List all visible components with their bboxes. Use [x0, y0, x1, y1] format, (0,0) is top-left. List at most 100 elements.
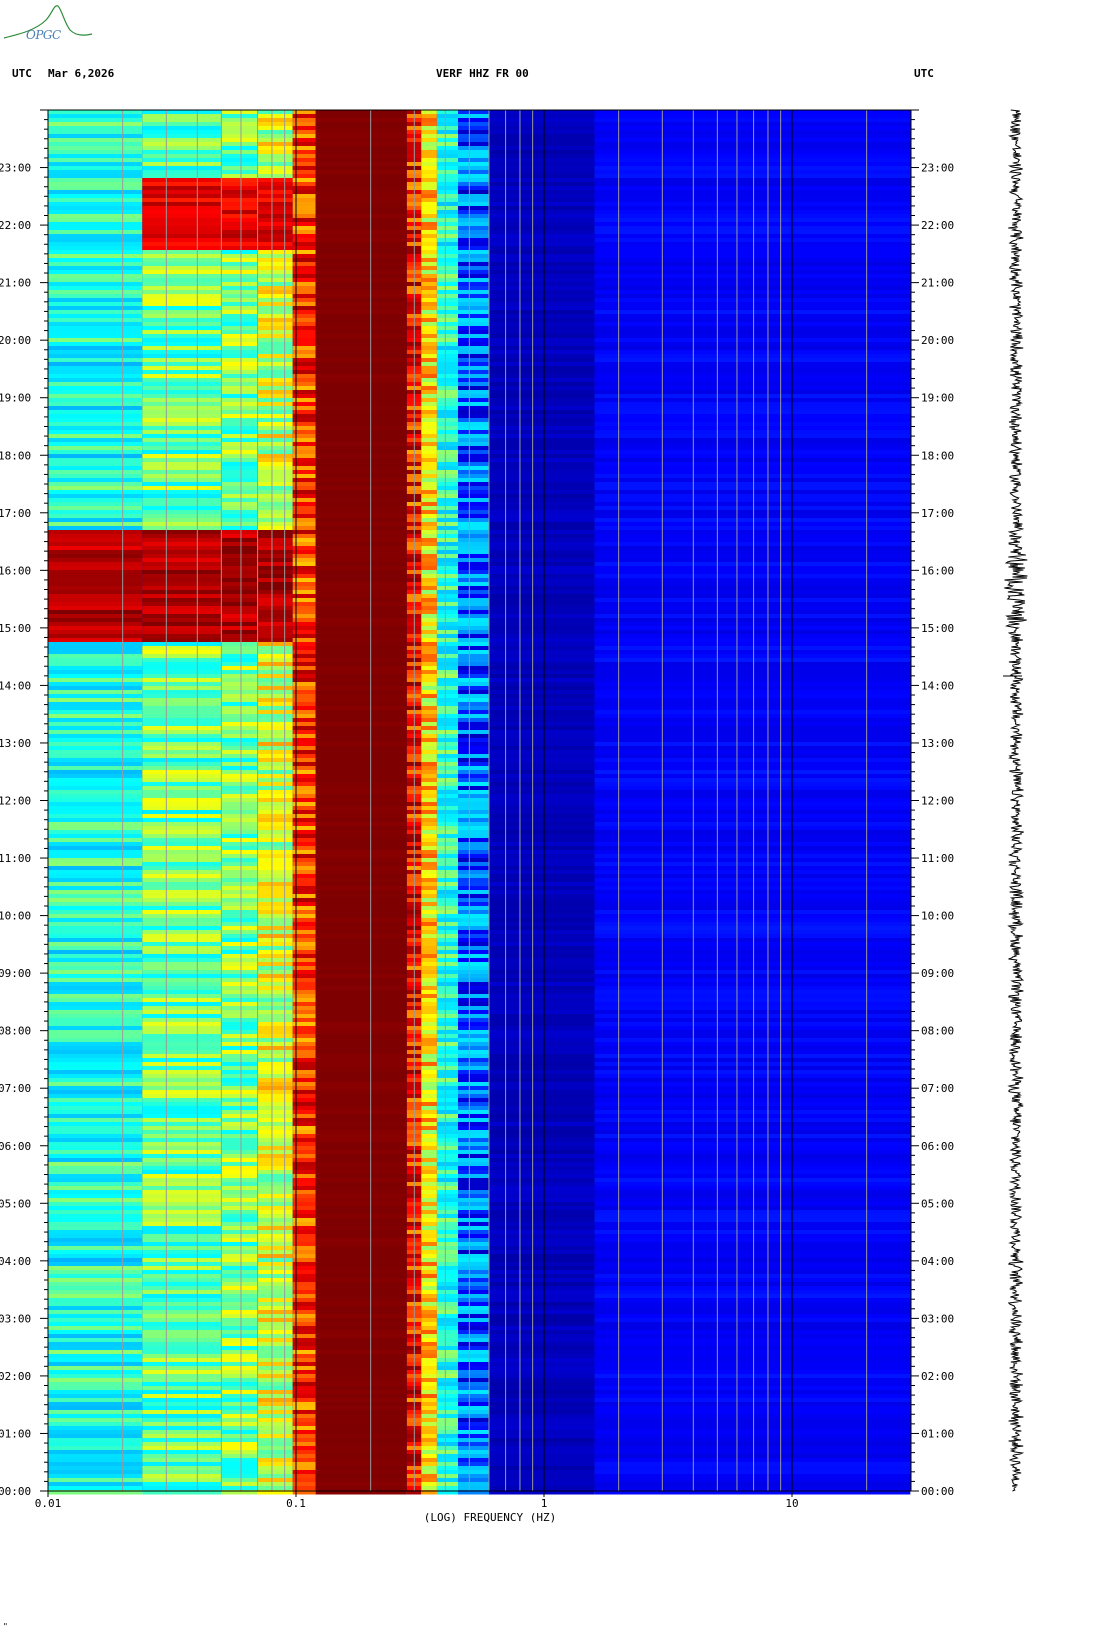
heatmap-cell	[488, 114, 595, 119]
heatmap-cell	[257, 930, 293, 935]
heatmap-cell	[421, 1318, 437, 1323]
heatmap-cell	[257, 186, 293, 191]
heatmap-cell	[257, 1014, 293, 1019]
heatmap-cell	[142, 470, 222, 475]
heatmap-cell	[421, 1374, 437, 1379]
heatmap-cell	[488, 638, 595, 643]
heatmap-cell	[488, 1158, 595, 1163]
heatmap-cell	[48, 878, 143, 883]
heatmap-cell	[221, 726, 258, 731]
heatmap-cell	[488, 158, 595, 163]
heatmap-cell	[292, 966, 316, 971]
heatmap-cell	[48, 1474, 143, 1479]
heatmap-cell	[421, 1098, 437, 1103]
heatmap-cell	[421, 298, 437, 303]
heatmap-cell	[315, 1114, 407, 1119]
heatmap-cell	[292, 990, 316, 995]
heatmap-cell	[457, 450, 489, 455]
heatmap-cell	[315, 402, 407, 407]
heatmap-cell	[436, 230, 458, 235]
heatmap-cell	[221, 954, 258, 959]
heatmap-cell	[221, 242, 258, 247]
heatmap-cell	[142, 958, 222, 963]
heatmap-cell	[221, 970, 258, 975]
heatmap-cell	[48, 866, 143, 871]
heatmap-cell	[421, 1106, 437, 1111]
heatmap-cell	[421, 598, 437, 603]
heatmap-cell	[488, 718, 595, 723]
heatmap-cell	[221, 1382, 258, 1387]
heatmap-cell	[221, 1222, 258, 1227]
heatmap-cell	[48, 994, 143, 999]
heatmap-cell	[457, 1150, 489, 1155]
heatmap-cell	[142, 114, 222, 119]
heatmap-cell	[488, 1222, 595, 1227]
heatmap-cell	[488, 142, 595, 147]
heatmap-cell	[457, 798, 489, 803]
heatmap-cell	[488, 382, 595, 387]
heatmap-cell	[457, 766, 489, 771]
heatmap-cell	[457, 250, 489, 255]
heatmap-cell	[48, 1470, 143, 1475]
heatmap-cell	[457, 1082, 489, 1087]
heatmap-cell	[221, 746, 258, 751]
heatmap-cell	[315, 1430, 407, 1435]
heatmap-cell	[315, 1106, 407, 1111]
heatmap-cell	[315, 362, 407, 367]
heatmap-cell	[142, 718, 222, 723]
heatmap-cell	[488, 1258, 595, 1263]
heatmap-cell	[292, 1394, 316, 1399]
heatmap-cell	[594, 626, 911, 631]
heatmap-cell	[292, 322, 316, 327]
heatmap-cell	[436, 270, 458, 275]
heatmap-cell	[594, 1186, 911, 1191]
frequency-axis: 0.01 0.1 1 10	[35, 1491, 799, 1510]
heatmap-cell	[457, 1126, 489, 1131]
heatmap-cell	[488, 490, 595, 495]
heatmap-cell	[142, 118, 222, 123]
heatmap-cell	[257, 550, 293, 555]
heatmap-cell	[488, 1082, 595, 1087]
heatmap-cell	[457, 774, 489, 779]
heatmap-cell	[257, 1482, 293, 1487]
heatmap-cell	[315, 670, 407, 675]
heatmap-cell	[142, 890, 222, 895]
heatmap-cell	[457, 434, 489, 439]
heatmap-cell	[421, 1114, 437, 1119]
heatmap-cell	[594, 786, 911, 791]
heatmap-cell	[421, 230, 437, 235]
heatmap-cell	[315, 806, 407, 811]
heatmap-cell	[257, 1186, 293, 1191]
heatmap-cell	[436, 494, 458, 499]
heatmap-cell	[257, 738, 293, 743]
heatmap-cell	[48, 674, 143, 679]
heatmap-cell	[488, 954, 595, 959]
heatmap-cell	[457, 954, 489, 959]
heatmap-cell	[221, 630, 258, 635]
heatmap-cell	[488, 794, 595, 799]
heatmap-cell	[315, 1190, 407, 1195]
heatmap-cell	[221, 310, 258, 315]
heatmap-cell	[221, 734, 258, 739]
heatmap-cell	[457, 762, 489, 767]
heatmap-cell	[48, 1094, 143, 1099]
heatmap-cell	[142, 1102, 222, 1107]
heatmap-cell	[457, 1110, 489, 1115]
heatmap-cell	[292, 1266, 316, 1271]
heatmap-cell	[421, 570, 437, 575]
heatmap-cell	[436, 1066, 458, 1071]
heatmap-cell	[488, 1038, 595, 1043]
heatmap-cell	[315, 898, 407, 903]
heatmap-cell	[292, 294, 316, 299]
heatmap-cell	[315, 1434, 407, 1439]
heatmap-cell	[457, 226, 489, 231]
heatmap-cell	[292, 494, 316, 499]
heatmap-cell	[315, 650, 407, 655]
heatmap-cell	[315, 950, 407, 955]
heatmap-cell	[221, 1034, 258, 1039]
heatmap-cell	[488, 1374, 595, 1379]
heatmap-cell	[257, 458, 293, 463]
heatmap-cell	[142, 1178, 222, 1183]
heatmap-cell	[488, 506, 595, 511]
heatmap-cell	[457, 1270, 489, 1275]
